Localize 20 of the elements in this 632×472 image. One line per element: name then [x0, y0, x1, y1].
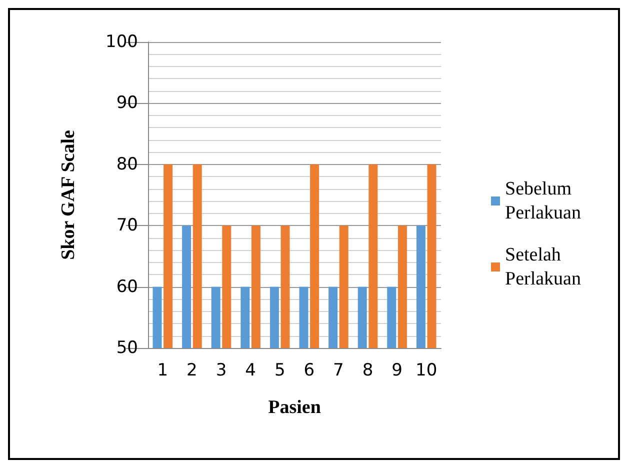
x-tick-label: 7	[333, 360, 344, 380]
legend-label: Sebelum Perlakuan	[505, 178, 582, 224]
y-tick-label: 70	[116, 216, 138, 236]
x-tick-label: 5	[274, 360, 286, 380]
x-tick-label: 4	[245, 360, 256, 380]
legend-label: Setelah Perlakuan	[505, 244, 582, 290]
y-tick-label: 50	[116, 338, 138, 358]
x-tick-label: 1	[157, 360, 168, 380]
y-tick-label: 90	[116, 93, 138, 114]
x-tick-label: 10	[416, 360, 438, 380]
y-tick-label: 80	[116, 154, 138, 174]
x-tick-label: 3	[216, 360, 227, 380]
x-tick-label: 9	[392, 360, 402, 380]
y-axis-title: Skor GAF Scale	[58, 130, 79, 260]
x-tick-label: 6	[304, 360, 315, 380]
x-tick-label: 2	[186, 360, 198, 380]
x-axis-title: Pasien	[268, 397, 322, 418]
x-tick-label: 8	[362, 360, 374, 380]
y-tick-label: 60	[116, 276, 138, 297]
y-tick-label: 100	[106, 32, 138, 52]
